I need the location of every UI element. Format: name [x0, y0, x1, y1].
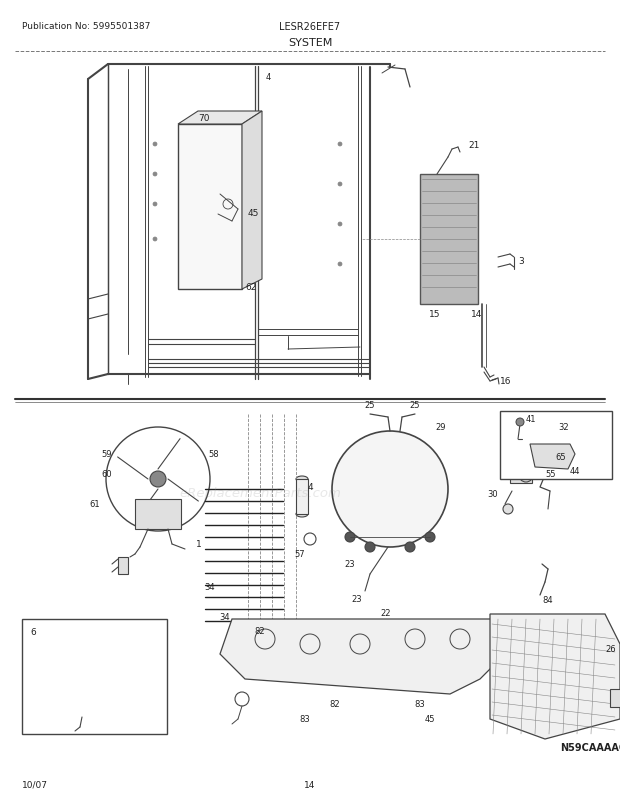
Polygon shape [490, 614, 620, 739]
Text: LESR26EFE7: LESR26EFE7 [280, 22, 340, 32]
Bar [135, 500, 181, 529]
Polygon shape [220, 619, 520, 695]
Text: 1: 1 [197, 540, 202, 549]
Text: 4: 4 [308, 483, 314, 492]
Text: 21: 21 [468, 140, 479, 149]
Polygon shape [118, 557, 128, 574]
Text: 4: 4 [265, 74, 270, 83]
Circle shape [338, 223, 342, 227]
Ellipse shape [296, 512, 308, 517]
Bar [420, 175, 478, 305]
Text: 6: 6 [30, 627, 36, 636]
Text: eReplacementParts.com: eReplacementParts.com [179, 487, 342, 500]
Text: 61: 61 [89, 500, 100, 508]
Bar [510, 468, 532, 484]
Text: 26: 26 [605, 645, 616, 654]
Text: 83: 83 [299, 714, 311, 723]
Text: 83: 83 [415, 699, 425, 708]
Text: 23: 23 [344, 560, 355, 569]
Circle shape [405, 542, 415, 553]
Text: SYSTEM: SYSTEM [288, 38, 332, 48]
Text: 34: 34 [205, 583, 215, 592]
Text: 62: 62 [245, 283, 257, 292]
Circle shape [153, 237, 157, 241]
Text: 16: 16 [500, 377, 511, 386]
Polygon shape [178, 111, 262, 125]
Text: 70: 70 [198, 114, 210, 123]
Text: 57: 57 [294, 550, 305, 559]
Text: 15: 15 [429, 310, 441, 318]
Text: 84: 84 [542, 595, 553, 604]
Text: 10/07: 10/07 [22, 780, 48, 789]
Polygon shape [178, 125, 242, 290]
Bar [22, 619, 167, 734]
Circle shape [338, 263, 342, 267]
Text: 82: 82 [255, 626, 265, 636]
Polygon shape [296, 480, 308, 514]
Text: 58: 58 [208, 450, 219, 459]
Text: 45: 45 [425, 714, 435, 723]
Text: 82: 82 [330, 699, 340, 708]
Polygon shape [242, 111, 262, 290]
Ellipse shape [340, 464, 440, 494]
Text: 22: 22 [380, 609, 391, 618]
Circle shape [345, 533, 355, 542]
Ellipse shape [296, 476, 308, 482]
Circle shape [503, 504, 513, 514]
Text: 23: 23 [352, 595, 362, 604]
Text: 25: 25 [365, 400, 375, 410]
Text: 44: 44 [570, 467, 580, 476]
Circle shape [153, 172, 157, 176]
Text: 30: 30 [487, 490, 498, 499]
Circle shape [153, 203, 157, 207]
Text: N59CAAAAC9: N59CAAAAC9 [560, 742, 620, 752]
Text: 3: 3 [518, 257, 524, 266]
Text: 14: 14 [304, 780, 316, 789]
Text: 60: 60 [102, 470, 112, 479]
Text: 14: 14 [471, 310, 482, 319]
Text: 25: 25 [410, 400, 420, 410]
Bar [610, 689, 620, 707]
Text: 32: 32 [558, 423, 569, 432]
Text: 65: 65 [555, 453, 565, 462]
Text: 34: 34 [219, 613, 230, 622]
Circle shape [150, 472, 166, 488]
Text: 59: 59 [102, 450, 112, 459]
Text: 55: 55 [545, 470, 556, 479]
Bar [500, 411, 612, 480]
Circle shape [365, 542, 375, 553]
Text: 45: 45 [248, 209, 259, 217]
Circle shape [338, 143, 342, 147]
Circle shape [519, 468, 533, 482]
Circle shape [153, 143, 157, 147]
Polygon shape [530, 444, 575, 469]
Circle shape [516, 419, 524, 427]
Text: 41: 41 [526, 415, 536, 424]
Circle shape [332, 431, 448, 547]
Text: 29: 29 [435, 423, 446, 432]
Circle shape [338, 183, 342, 187]
Text: Publication No: 5995501387: Publication No: 5995501387 [22, 22, 151, 31]
Circle shape [425, 533, 435, 542]
